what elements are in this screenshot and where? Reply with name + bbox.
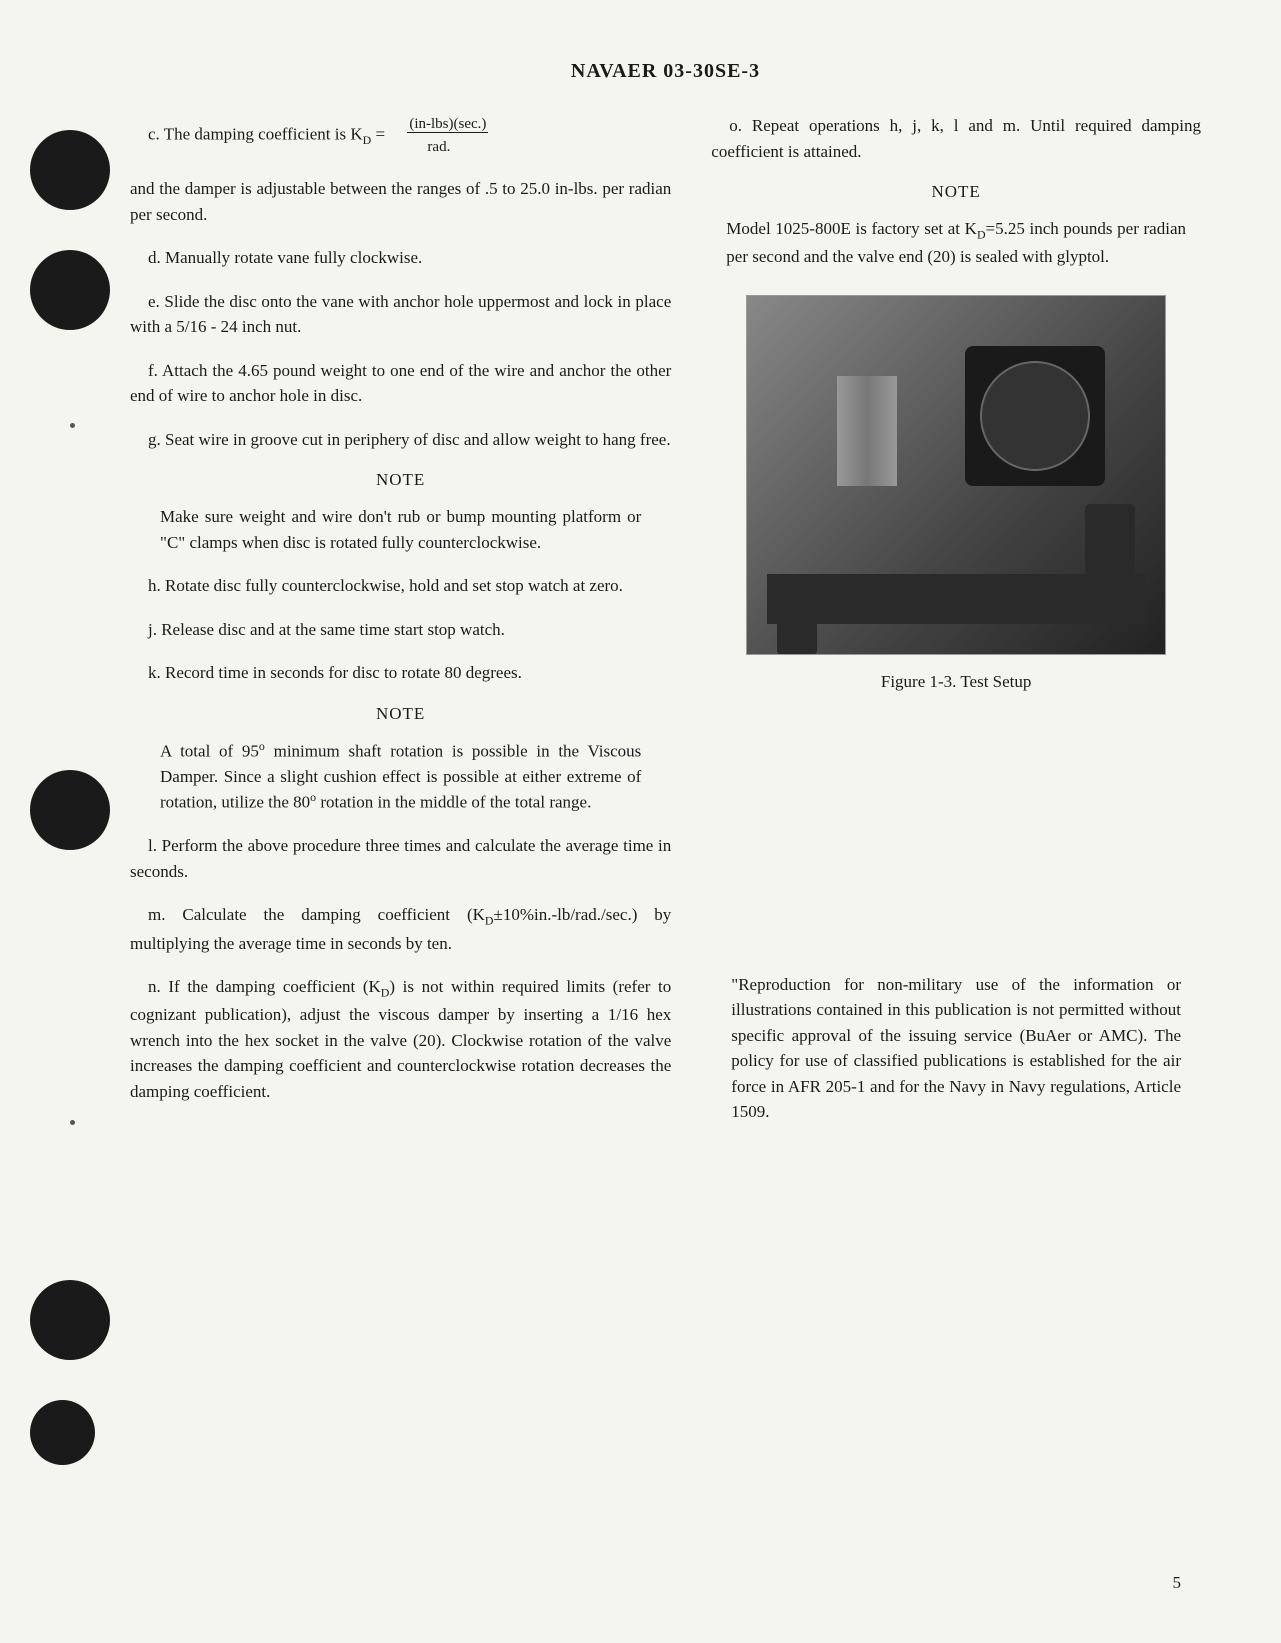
text: A total of 95 — [160, 741, 259, 760]
fig-clock — [965, 346, 1105, 486]
fig-weight — [777, 599, 817, 654]
note-body: Model 1025-800E is factory set at KD=5.2… — [726, 216, 1186, 270]
document-header: NAVAER 03-30SE-3 — [130, 60, 1201, 83]
right-column: o. Repeat operations h, j, k, l and m. U… — [711, 113, 1201, 1125]
note-heading: NOTE — [130, 470, 671, 490]
fig-weight — [1085, 504, 1135, 574]
note-heading: NOTE — [130, 704, 671, 724]
paragraph-c-cont: and the damper is adjustable between the… — [130, 176, 671, 227]
fraction: (in-lbs)(sec.) rad. — [389, 113, 488, 158]
paragraph-e: e. Slide the disc onto the vane with anc… — [130, 289, 671, 340]
reproduction-notice: "Reproduction for non-military use of th… — [711, 972, 1201, 1125]
paragraph-j: j. Release disc and at the same time sta… — [130, 617, 671, 643]
text: m. Calculate the damping coefficient (K — [148, 905, 485, 924]
note-body: Make sure weight and wire don't rub or b… — [160, 504, 641, 555]
paragraph-o: o. Repeat operations h, j, k, l and m. U… — [711, 113, 1201, 164]
fig-base — [767, 574, 1145, 624]
content-area: c. The damping coefficient is KD = (in-l… — [130, 113, 1201, 1125]
paragraph-h: h. Rotate disc fully counterclockwise, h… — [130, 573, 671, 599]
punch-hole — [30, 1280, 110, 1360]
text: = — [371, 124, 389, 143]
note-body: A total of 95o minimum shaft rotation is… — [160, 738, 641, 816]
text: rotation in the middle of the total rang… — [316, 793, 591, 812]
paragraph-g: g. Seat wire in groove cut in periphery … — [130, 427, 671, 453]
note-heading: NOTE — [711, 182, 1201, 202]
fig-fixture — [837, 376, 897, 486]
subscript: D — [363, 133, 372, 147]
punch-hole — [30, 250, 110, 330]
punch-hole — [30, 130, 110, 210]
mark — [70, 1120, 75, 1125]
punch-hole — [30, 1400, 95, 1465]
paragraph-d: d. Manually rotate vane fully clockwise. — [130, 245, 671, 271]
paragraph-c: c. The damping coefficient is KD = (in-l… — [130, 113, 671, 158]
subscript: D — [977, 227, 986, 241]
figure-container: Figure 1-3. Test Setup — [711, 295, 1201, 692]
text: Model 1025-800E is factory set at K — [726, 219, 977, 238]
punch-hole — [30, 770, 110, 850]
text: c. The damping coefficient is K — [148, 124, 363, 143]
page-number: 5 — [1173, 1573, 1182, 1593]
text: n. If the damping coefficient (K — [148, 977, 381, 996]
fig-clock-face — [980, 361, 1090, 471]
mark — [70, 423, 75, 428]
fraction-numerator: (in-lbs)(sec.) — [407, 116, 488, 133]
paragraph-n: n. If the damping coefficient (KD) is no… — [130, 974, 671, 1104]
paragraph-m: m. Calculate the damping coefficient (KD… — [130, 902, 671, 956]
paragraph-f: f. Attach the 4.65 pound weight to one e… — [130, 358, 671, 409]
figure-image — [746, 295, 1166, 655]
paragraph-l: l. Perform the above procedure three tim… — [130, 833, 671, 884]
paragraph-k: k. Record time in seconds for disc to ro… — [130, 660, 671, 686]
fraction-denominator: rad. — [425, 139, 452, 155]
left-column: c. The damping coefficient is KD = (in-l… — [130, 113, 671, 1125]
figure-caption: Figure 1-3. Test Setup — [711, 672, 1201, 692]
